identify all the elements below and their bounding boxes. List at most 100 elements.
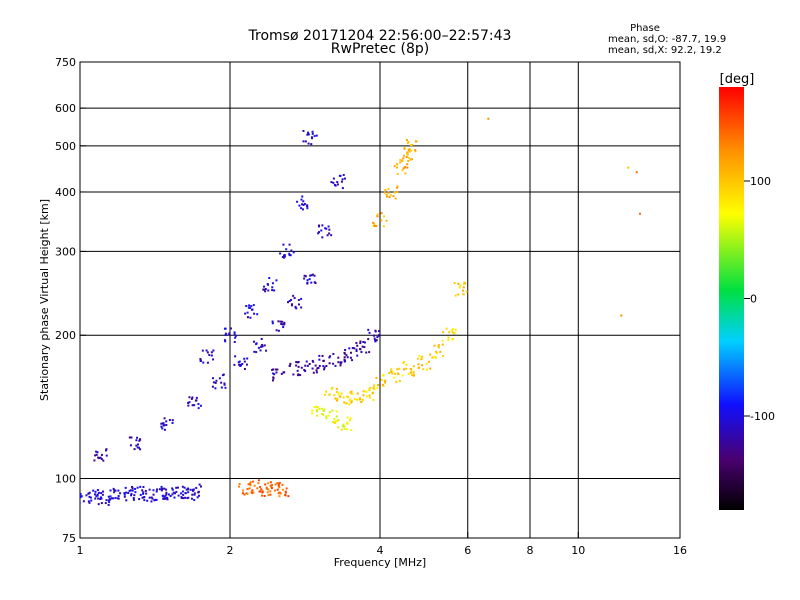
echo-point: [143, 495, 146, 498]
echo-point: [177, 494, 180, 497]
echo-point: [345, 402, 348, 405]
echo-point: [190, 397, 193, 400]
echo-point: [315, 408, 318, 411]
echo-point: [322, 409, 325, 412]
echo-point: [406, 152, 409, 155]
echo-point: [385, 219, 388, 222]
echo-point: [311, 273, 314, 276]
echo-point: [335, 387, 338, 390]
echo-point: [323, 368, 326, 371]
echo-point: [188, 396, 191, 399]
echo-point: [349, 351, 352, 354]
echo-point: [234, 334, 237, 337]
echo-point: [259, 349, 262, 352]
echo-point: [372, 398, 375, 401]
echo-point: [296, 200, 299, 203]
echo-point: [274, 489, 277, 492]
echo-point: [433, 344, 436, 347]
echo-point: [100, 458, 103, 461]
echo-point: [171, 419, 174, 422]
echo-point: [343, 177, 346, 180]
echo-point: [393, 376, 396, 379]
echo-point: [267, 488, 270, 491]
echo-point: [271, 322, 274, 325]
echo-point: [200, 485, 203, 488]
echo-point: [138, 498, 141, 501]
echo-point: [351, 393, 354, 396]
echo-point: [316, 367, 319, 370]
echo-point: [173, 496, 176, 499]
echo-point: [402, 157, 405, 160]
echo-point: [279, 320, 282, 323]
echo-point: [97, 491, 100, 494]
echo-point: [172, 491, 175, 494]
echo-point: [282, 243, 285, 246]
echo-point: [208, 353, 211, 356]
echo-point: [300, 366, 303, 369]
echo-point: [277, 482, 280, 485]
echo-point: [302, 140, 305, 143]
echo-point: [408, 147, 411, 150]
echo-point: [142, 492, 145, 495]
echo-point: [241, 363, 244, 366]
echo-point: [171, 493, 174, 496]
echo-point: [88, 491, 91, 494]
echo-point: [113, 491, 116, 494]
echo-point: [199, 360, 202, 363]
echo-point: [627, 166, 630, 169]
echo-point: [320, 229, 323, 232]
echo-point: [335, 415, 338, 418]
echo-point: [182, 493, 185, 496]
echo-point: [261, 490, 264, 493]
echo-point: [246, 316, 249, 319]
echo-point: [412, 365, 415, 368]
echo-point: [257, 482, 260, 485]
echo-point: [248, 482, 251, 485]
echo-point: [391, 370, 394, 373]
echo-point: [407, 156, 410, 159]
echo-point: [329, 393, 332, 396]
echo-point: [253, 484, 256, 487]
echo-point: [271, 368, 274, 371]
echo-point: [163, 428, 166, 431]
echo-point: [356, 344, 359, 347]
echo-point: [380, 219, 383, 222]
echo-point: [163, 417, 166, 420]
echo-point: [279, 492, 282, 495]
echo-point: [373, 334, 376, 337]
echo-point: [442, 331, 445, 334]
echo-point: [272, 372, 275, 375]
echo-point: [151, 497, 154, 500]
echo-point: [458, 286, 461, 289]
echo-point: [321, 224, 324, 227]
echo-point: [311, 367, 314, 370]
echo-point: [280, 372, 283, 375]
echo-point: [340, 428, 343, 431]
echo-point: [233, 333, 236, 336]
echo-point: [425, 362, 428, 365]
echo-point: [146, 499, 149, 502]
echo-point: [280, 322, 283, 325]
echo-point: [368, 396, 371, 399]
echo-point: [340, 392, 343, 395]
echo-point: [462, 286, 465, 289]
echo-point: [396, 368, 399, 371]
echo-point: [376, 336, 379, 339]
echo-point: [246, 357, 249, 360]
echo-point: [322, 413, 325, 416]
echo-point: [234, 336, 237, 339]
echo-point: [125, 491, 128, 494]
echo-point: [156, 488, 159, 491]
echo-point: [316, 414, 319, 417]
echo-point: [285, 248, 288, 251]
echo-point: [328, 362, 331, 365]
echo-point: [288, 254, 291, 257]
echo-point: [376, 215, 379, 218]
echo-point: [426, 368, 429, 371]
echo-point: [416, 357, 419, 360]
echo-point: [457, 293, 460, 296]
echo-point: [242, 489, 245, 492]
echo-point: [450, 329, 453, 332]
echo-point: [331, 409, 334, 412]
echo-point: [128, 489, 131, 492]
